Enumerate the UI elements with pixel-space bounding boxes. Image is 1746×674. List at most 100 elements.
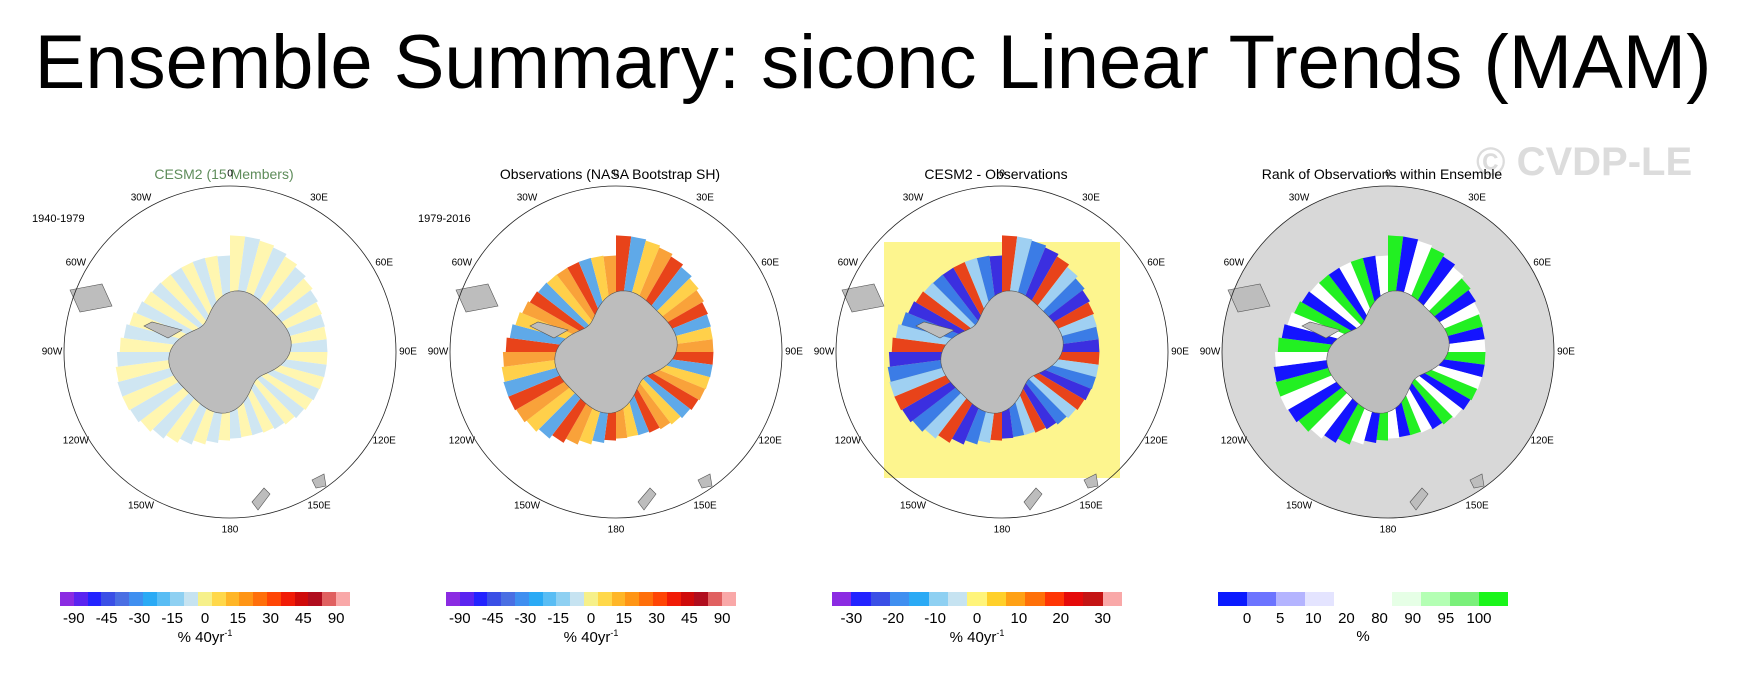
sea-ice-cell	[1339, 261, 1372, 316]
sea-ice-cell	[1403, 240, 1433, 297]
sea-ice-cell	[565, 402, 594, 445]
sea-ice-cell	[117, 367, 175, 397]
south-america-landmass	[841, 283, 885, 313]
sea-ice-cell	[1364, 410, 1381, 443]
sea-ice-cell	[887, 359, 944, 382]
longitude-label: 120W	[834, 435, 861, 447]
longitude-label: 120E	[1144, 435, 1168, 447]
longitude-label: 180	[1379, 524, 1397, 536]
sea-ice-cell	[179, 402, 208, 445]
sea-ice-cell	[990, 410, 1002, 441]
period-label: 1940-1979	[32, 213, 85, 225]
polar-map	[63, 185, 397, 519]
panel-difference: CESM2 - Observations 0 30E 60E 90E 120E 150E 1…	[796, 158, 1196, 658]
longitude-label: 150E	[693, 500, 717, 512]
map-boundary	[1221, 185, 1555, 519]
colorbar-segment	[1421, 592, 1450, 606]
sea-ice-cell	[578, 257, 604, 309]
sea-ice-cell	[280, 302, 322, 330]
longitude-label: 60W	[837, 257, 859, 269]
sea-ice-cell	[888, 352, 944, 367]
colorbar-segment	[597, 592, 612, 606]
sea-ice-cell	[1407, 382, 1443, 430]
sea-ice-cell	[1027, 374, 1077, 419]
south-america-landmass	[69, 283, 113, 313]
panel-title: Observations (NASA Bootstrap SH)	[499, 166, 721, 182]
sea-ice-cell	[1038, 368, 1092, 401]
sea-ice-cell	[889, 367, 947, 397]
sea-ice-cell	[285, 314, 325, 337]
colorbar-segment	[1305, 592, 1334, 606]
colorbar-segment	[128, 592, 143, 606]
sea-ice-cell	[1388, 235, 1404, 294]
map-content	[63, 185, 397, 519]
sea-ice-cell	[538, 391, 582, 439]
sea-ice-cell	[1288, 380, 1343, 423]
sea-ice-cell	[902, 380, 957, 423]
sea-ice-cell	[206, 410, 223, 443]
sea-ice-cell	[674, 326, 713, 345]
sea-ice-cell	[508, 374, 566, 411]
colorbar-segment	[1276, 592, 1305, 606]
colorbar-segment	[473, 592, 488, 606]
colorbar-tick-label: -30	[514, 610, 537, 627]
sea-ice-cell	[1438, 358, 1485, 378]
colorbar-segment	[1218, 592, 1247, 606]
colorbar-segment	[708, 592, 722, 606]
sea-ice-cell	[546, 274, 594, 327]
sea-ice-cell	[912, 386, 963, 432]
sea-ice-cell	[116, 352, 172, 367]
panel-title: CESM2 (15 Members)	[154, 166, 294, 182]
sea-ice-cell	[1376, 410, 1388, 441]
sea-ice-cell	[236, 402, 253, 438]
sea-ice-cell	[288, 326, 327, 345]
sea-ice-cell	[1443, 314, 1483, 337]
colorbar-tick-label: 45	[295, 610, 312, 627]
sea-ice-cell	[1400, 395, 1421, 436]
sea-ice-cell	[1294, 301, 1352, 336]
colorbar-segment	[986, 592, 1006, 606]
sea-ice-cell	[646, 371, 699, 410]
colorbar-segment	[1025, 592, 1045, 606]
sea-ice-cell	[635, 382, 671, 430]
period-label: 1979-2016	[418, 213, 471, 225]
sea-ice-cell	[1017, 240, 1047, 297]
sea-ice-cell	[592, 410, 609, 443]
colorbar-tick-label: -15	[547, 610, 570, 627]
colorbar-segment	[889, 592, 910, 606]
colorbar-tick-label: 0	[972, 610, 982, 627]
colorbar-segment	[1450, 592, 1479, 606]
colorbar-segment	[1005, 592, 1026, 606]
sea-ice-cell	[230, 235, 246, 294]
colorbar-segment	[1392, 592, 1421, 606]
colorbar-segment	[253, 592, 267, 606]
longitude-label: 90E	[1557, 346, 1575, 358]
colorbar-segment	[487, 592, 502, 606]
longitude-label: 180	[607, 524, 625, 536]
sea-ice-cell	[522, 301, 580, 336]
colorbar-tick-label: 30	[648, 610, 665, 627]
sea-ice-cell	[152, 391, 196, 439]
polar-map	[1221, 185, 1555, 519]
longitude-label: 30E	[696, 192, 714, 204]
sea-ice-cell	[1009, 236, 1033, 294]
colorbar-segment	[694, 592, 709, 606]
longitude-label: 150E	[1079, 500, 1103, 512]
map-content	[449, 185, 783, 519]
sea-ice-cell	[160, 274, 208, 327]
longitude-label: 30E	[1082, 192, 1100, 204]
sea-ice-cell	[1047, 290, 1090, 324]
colorbar	[832, 592, 1122, 606]
sea-ice-cell	[280, 358, 327, 378]
sea-ice-cell	[650, 266, 692, 313]
sea-ice-cell	[1052, 302, 1094, 330]
sea-ice-cell	[122, 374, 180, 411]
sea-ice-cell	[1310, 282, 1363, 330]
colorbar-tick-label: 0	[1242, 610, 1252, 627]
longitude-label: 60E	[761, 257, 780, 269]
sea-ice-cell	[942, 267, 983, 322]
antarctic-peninsula	[143, 321, 183, 339]
sea-ice-cell	[1060, 339, 1100, 352]
sea-ice-cell	[1041, 278, 1085, 318]
sea-ice-cell	[567, 261, 600, 316]
